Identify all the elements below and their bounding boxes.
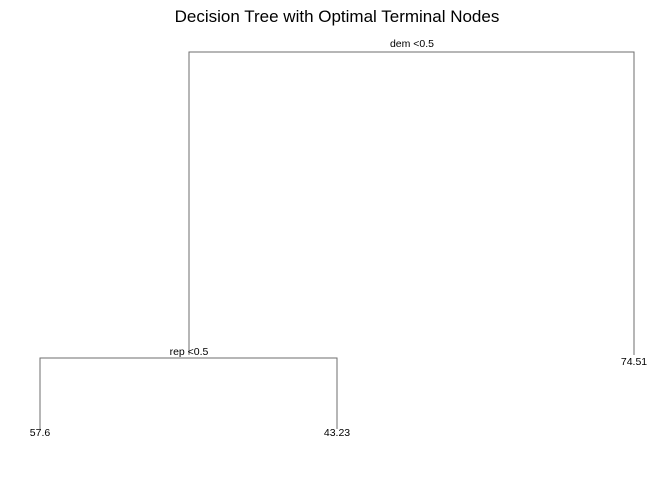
root-branch (188, 51, 635, 355)
root-split-label: dem <0.5 (390, 38, 434, 50)
inner-split-label: rep <0.5 (170, 346, 209, 358)
inner-branch (39, 357, 338, 429)
leaf-label-dem-false: 74.51 (621, 356, 647, 368)
diagram-title: Decision Tree with Optimal Terminal Node… (175, 7, 500, 26)
leaf-label-rep-false: 43.23 (324, 427, 350, 439)
leaf-label-rep-true: 57.6 (30, 427, 51, 439)
